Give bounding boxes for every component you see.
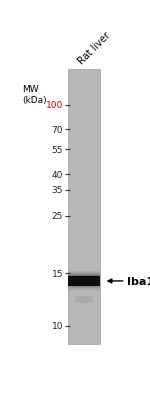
Bar bbox=[68, 272, 100, 273]
Bar bbox=[68, 290, 100, 292]
Bar bbox=[68, 70, 100, 344]
Bar bbox=[68, 283, 100, 284]
Bar bbox=[68, 274, 100, 275]
Bar bbox=[68, 276, 100, 286]
Bar bbox=[68, 273, 100, 274]
Text: 15: 15 bbox=[52, 269, 63, 278]
Bar bbox=[68, 288, 100, 290]
Bar bbox=[68, 277, 100, 278]
Bar bbox=[68, 281, 100, 282]
Text: 100: 100 bbox=[46, 101, 63, 110]
Bar bbox=[68, 275, 100, 276]
Text: 55: 55 bbox=[52, 146, 63, 154]
Text: 10: 10 bbox=[52, 322, 63, 330]
Text: 70: 70 bbox=[52, 126, 63, 134]
Text: Iba1: Iba1 bbox=[127, 276, 150, 286]
Bar bbox=[68, 276, 100, 277]
Text: 35: 35 bbox=[52, 186, 63, 194]
Bar bbox=[68, 287, 100, 288]
Bar bbox=[68, 280, 100, 281]
Bar bbox=[68, 286, 100, 288]
Bar bbox=[75, 296, 93, 304]
Bar bbox=[68, 285, 100, 286]
Bar bbox=[68, 282, 100, 283]
Bar bbox=[68, 284, 100, 286]
Text: MW
(kDa): MW (kDa) bbox=[22, 85, 47, 105]
Bar bbox=[68, 278, 100, 279]
Bar bbox=[68, 271, 100, 272]
Text: 40: 40 bbox=[52, 170, 63, 179]
Text: 25: 25 bbox=[52, 212, 63, 221]
Bar bbox=[68, 279, 100, 280]
Text: Rat liver: Rat liver bbox=[77, 31, 113, 67]
